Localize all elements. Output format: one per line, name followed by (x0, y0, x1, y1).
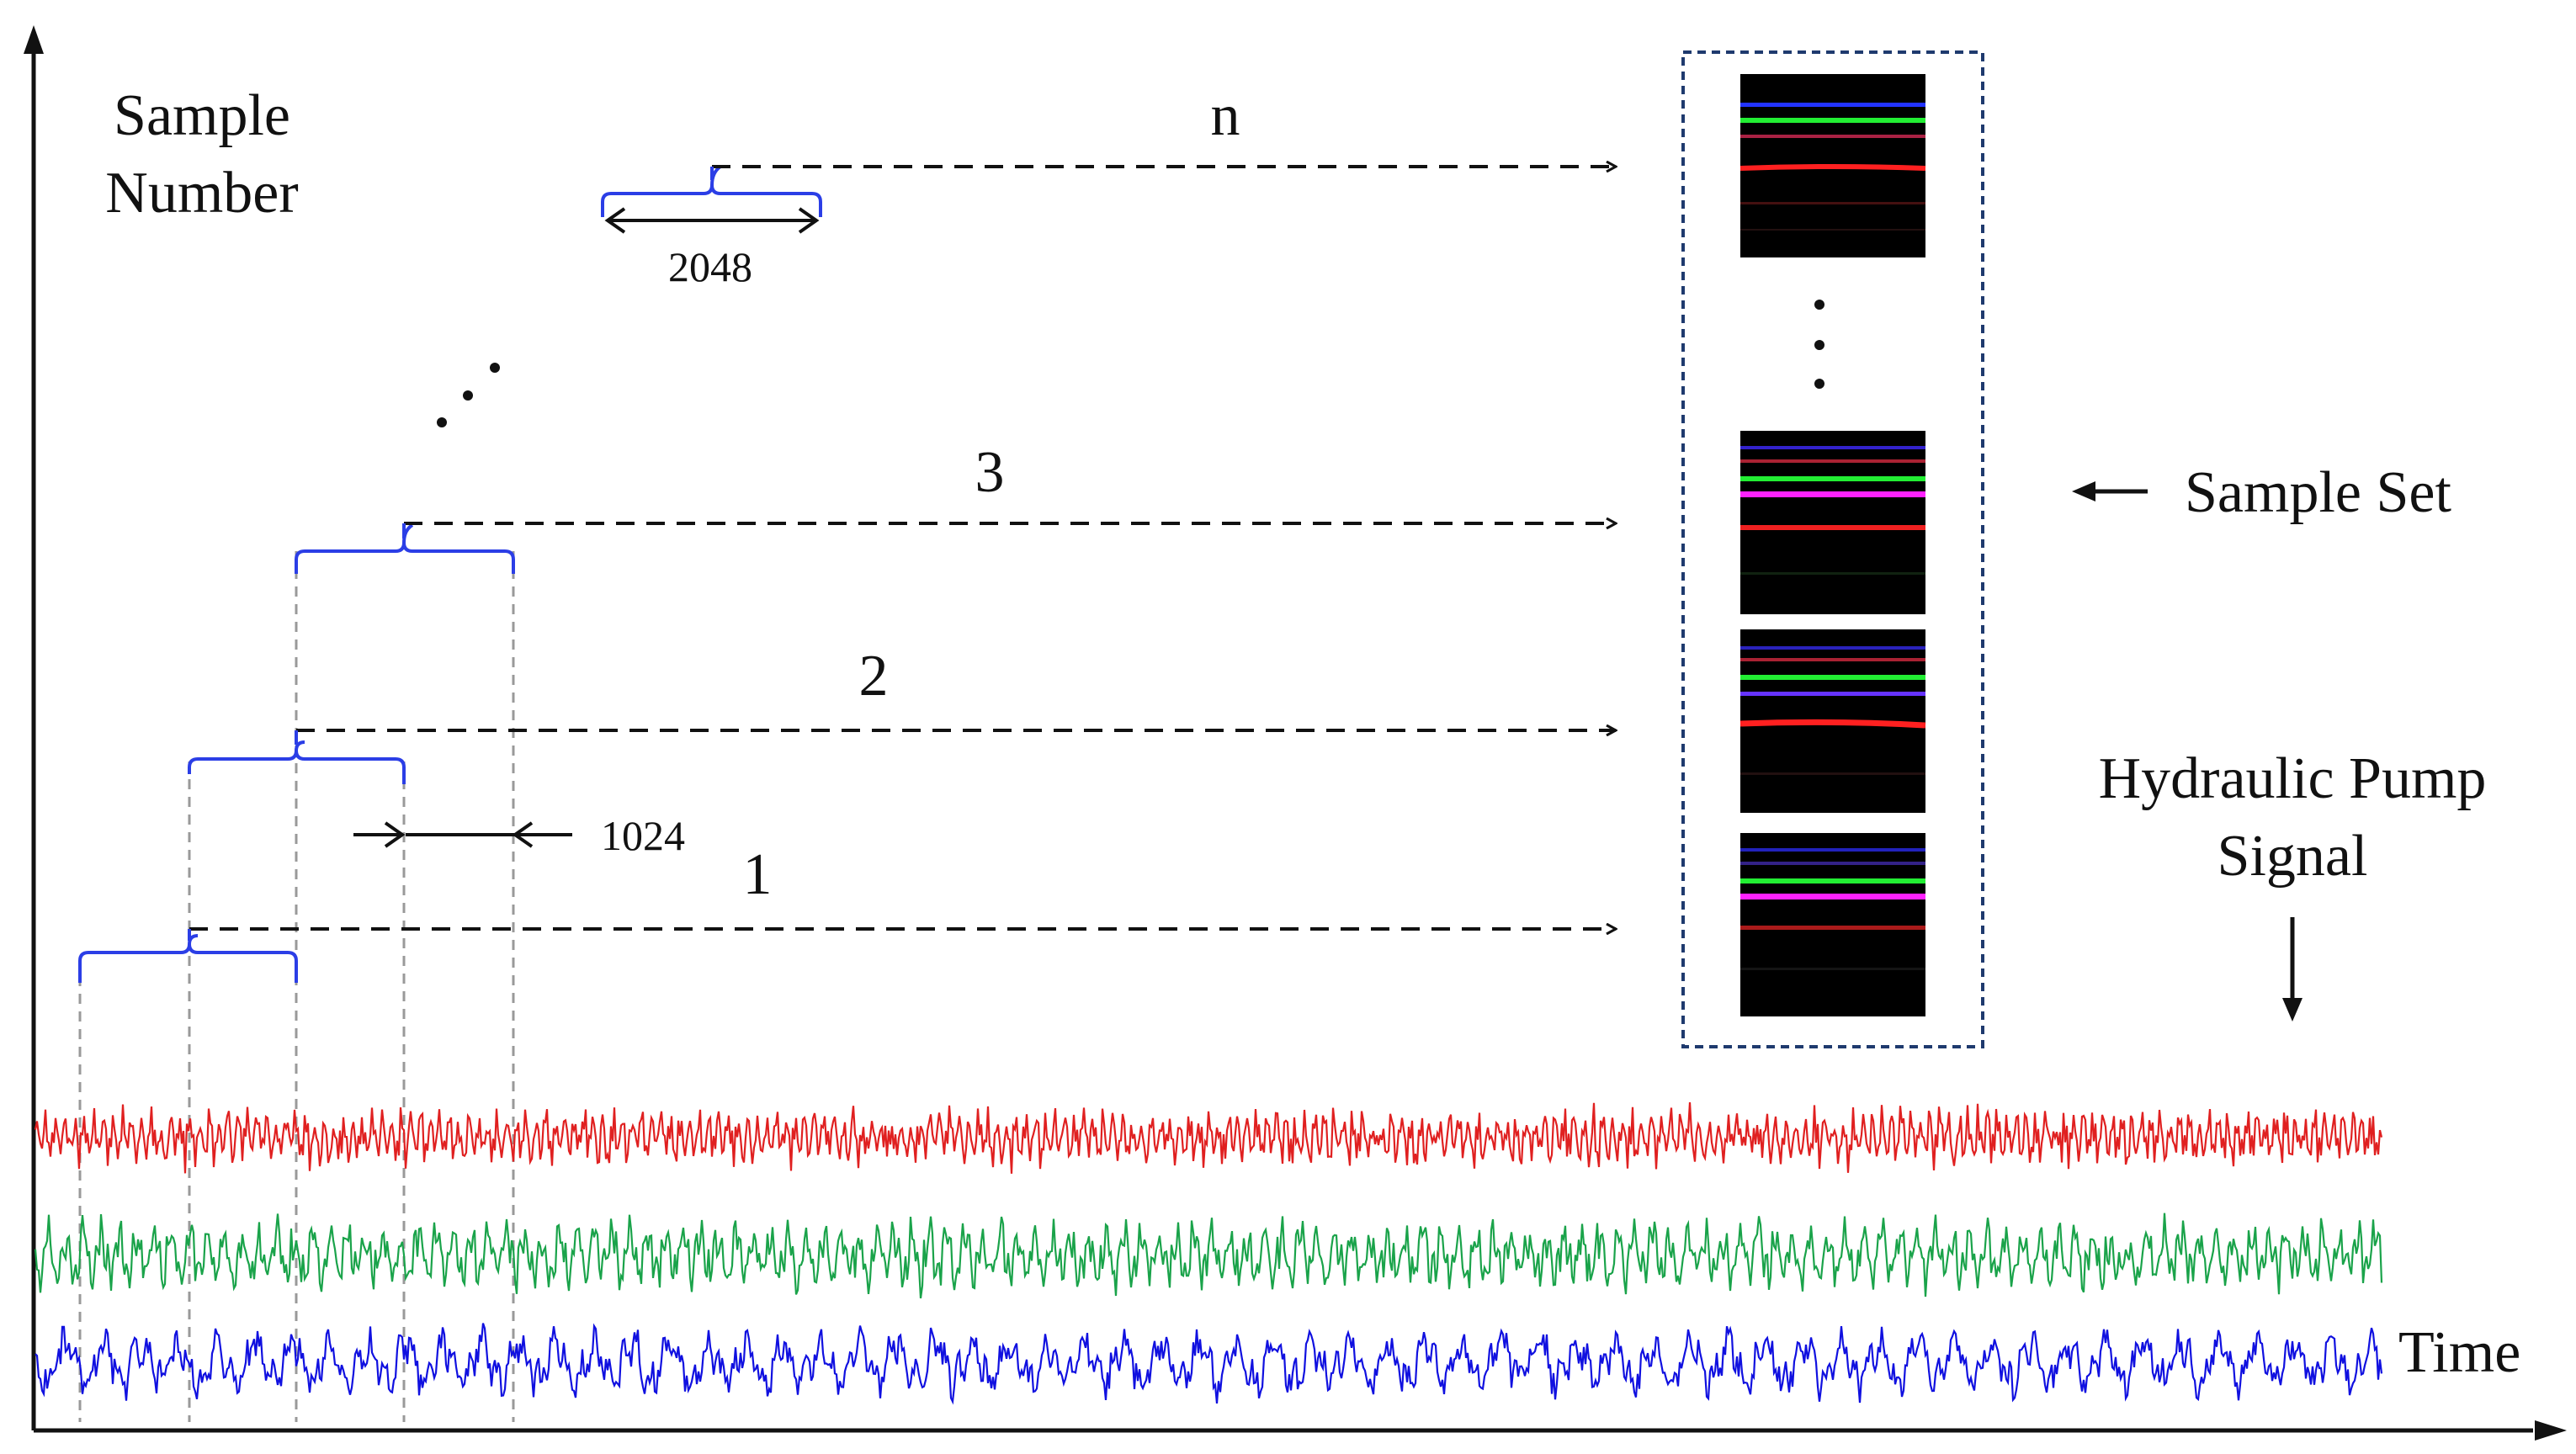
bracket-nb (710, 184, 822, 217)
pump-signals (34, 1102, 2383, 1405)
sample-image-n (1739, 74, 1926, 257)
sample-image-1 (1740, 833, 1925, 1016)
bracket-n (601, 165, 722, 217)
y-axis-label-line2: Number (105, 161, 298, 226)
bracket-1 (78, 934, 199, 983)
sample-set-label: Sample Set (2185, 460, 2451, 525)
sample-image-2 (1739, 629, 1926, 813)
signal-trace-green (34, 1213, 2383, 1299)
signal-trace-red (34, 1102, 2383, 1174)
x-axis-label: Time (2398, 1320, 2520, 1385)
y-axis-arrowhead (24, 25, 44, 54)
sample-label-2: 2 (859, 644, 889, 708)
signal-trace-blue (35, 1323, 2383, 1405)
sample-ellipsis (437, 363, 500, 427)
sample-label-1: 1 (743, 842, 773, 907)
bracket-3 (295, 523, 414, 574)
axes (24, 25, 2567, 1441)
window-brackets (78, 165, 822, 983)
sample-label-n: n (1211, 83, 1240, 148)
signal-label-line1: Hydraulic Pump (2099, 746, 2487, 811)
sample-label-3: 3 (975, 440, 1005, 505)
window-size-label: 2048 (668, 243, 752, 290)
bracket-3b (402, 542, 515, 574)
sample-arrows (189, 167, 1616, 929)
y-axis-label-line1: Sample (114, 83, 290, 148)
x-axis-arrowhead (2535, 1420, 2567, 1441)
signal-label-line2: Signal (2217, 824, 2368, 889)
window-guides (78, 551, 515, 1422)
window-size-marker: 2048 (604, 207, 820, 290)
step-size-label: 1024 (601, 812, 685, 859)
step-size-marker: 1024 (353, 812, 685, 859)
bracket-2 (188, 740, 305, 774)
sample-set-box (1681, 50, 1984, 1048)
bracket-2b (295, 750, 406, 784)
bracket-1b (188, 943, 298, 983)
vertical-ellipsis (1814, 300, 1824, 389)
sample-image-3 (1740, 431, 1925, 614)
